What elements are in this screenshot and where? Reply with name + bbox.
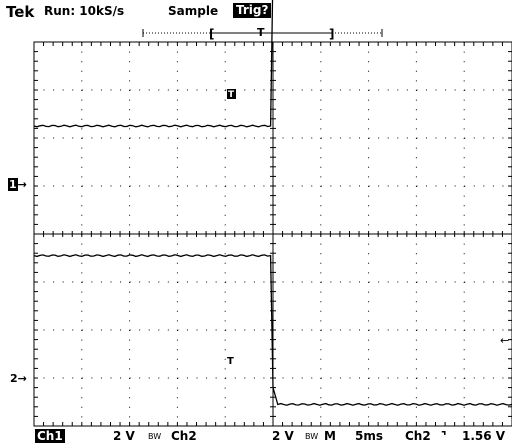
record-trigger-marker: T (257, 26, 265, 39)
ch1-trigger-marker: T (228, 90, 235, 100)
brand-logo: Tek (6, 3, 35, 21)
trigger-level-arrow-icon[interactable]: ← (500, 334, 510, 347)
window-right-bracket: ] (329, 27, 334, 41)
trigger-slope-icon: ⌝ (441, 429, 447, 443)
ch2-scale: 2 V (272, 429, 294, 443)
window-left-bracket: [ (209, 27, 214, 41)
ch2-waveform (33, 254, 512, 406)
ch2-label[interactable]: Ch2 (171, 429, 197, 443)
ch1-bw-limit-icon: BW (148, 432, 162, 441)
readout-bar: Ch1 2 V BW Ch2 2 V BW M 5ms Ch2 ⌝ 1.56 V (0, 426, 512, 447)
ch1-trigger-marker-box (227, 89, 236, 99)
waveform-traces (33, 0, 512, 406)
acquisition-mode: Sample (168, 4, 219, 18)
trigger-source: Ch2 (405, 429, 431, 443)
timebase-mode: M (324, 429, 336, 443)
timebase-value: 5ms (355, 429, 383, 443)
ch2-bw-limit-icon: BW (305, 432, 319, 441)
ch2-ground-marker[interactable]: 2→ (10, 372, 27, 385)
ch1-waveform (33, 0, 274, 128)
ch2-trigger-marker: T (227, 356, 234, 367)
trigger-status-badge: Trig? (233, 3, 272, 18)
status-bar: Tek Run: 10kS/s Sample Trig? (0, 0, 512, 40)
ch1-ground-marker[interactable]: 1→ (8, 178, 27, 191)
trigger-level-value: 1.56 V (462, 429, 506, 443)
ch1-label[interactable]: Ch1 (35, 429, 65, 443)
ch1-scale: 2 V (113, 429, 135, 443)
run-status: Run: 10kS/s (44, 4, 125, 18)
